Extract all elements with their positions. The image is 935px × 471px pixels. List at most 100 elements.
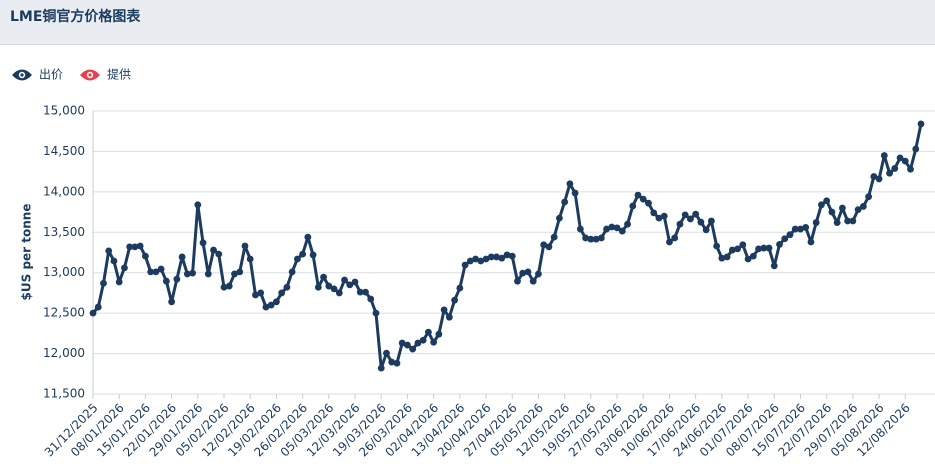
price-point[interactable] bbox=[126, 243, 134, 251]
price-point[interactable] bbox=[194, 201, 202, 209]
price-point[interactable] bbox=[309, 251, 317, 259]
price-point[interactable] bbox=[152, 268, 160, 276]
price-point[interactable] bbox=[388, 358, 396, 366]
price-point[interactable] bbox=[414, 339, 422, 347]
price-point[interactable] bbox=[655, 214, 663, 222]
price-point[interactable] bbox=[162, 277, 170, 285]
price-point[interactable] bbox=[393, 359, 401, 367]
price-point[interactable] bbox=[687, 215, 694, 223]
price-point[interactable] bbox=[241, 242, 249, 250]
price-point[interactable] bbox=[844, 217, 852, 225]
price-point[interactable] bbox=[739, 241, 747, 249]
price-point[interactable] bbox=[383, 349, 390, 357]
price-point[interactable] bbox=[859, 203, 867, 210]
price-point[interactable] bbox=[404, 341, 411, 349]
price-point[interactable] bbox=[666, 238, 673, 246]
price-point[interactable] bbox=[262, 303, 270, 311]
price-point[interactable] bbox=[346, 281, 354, 289]
price-point[interactable] bbox=[912, 145, 920, 153]
price-point[interactable] bbox=[907, 165, 914, 173]
price-point[interactable] bbox=[142, 252, 149, 260]
price-point[interactable] bbox=[424, 328, 432, 336]
price-point[interactable] bbox=[891, 165, 899, 172]
price-point[interactable] bbox=[566, 180, 574, 188]
price-point[interactable] bbox=[252, 291, 259, 299]
price-point[interactable] bbox=[94, 303, 102, 311]
price-point[interactable] bbox=[273, 298, 280, 306]
price-point[interactable] bbox=[493, 253, 500, 261]
price-point[interactable] bbox=[178, 253, 186, 261]
price-point[interactable] bbox=[131, 243, 139, 251]
price-point[interactable] bbox=[157, 265, 165, 273]
price-point[interactable] bbox=[650, 209, 658, 217]
price-point[interactable] bbox=[503, 251, 511, 259]
price-point[interactable] bbox=[372, 309, 380, 317]
price-point[interactable] bbox=[535, 270, 542, 278]
price-point[interactable] bbox=[105, 247, 113, 255]
price-point[interactable] bbox=[728, 246, 736, 254]
price-point[interactable] bbox=[283, 283, 291, 291]
price-point[interactable] bbox=[854, 206, 862, 214]
price-point[interactable] bbox=[430, 338, 438, 346]
price-point[interactable] bbox=[582, 234, 590, 242]
price-point[interactable] bbox=[608, 223, 616, 231]
price-point[interactable] bbox=[299, 250, 307, 258]
price-point[interactable] bbox=[498, 254, 506, 262]
price-point[interactable] bbox=[645, 199, 652, 207]
price-point[interactable] bbox=[351, 278, 359, 286]
price-point[interactable] bbox=[409, 345, 417, 353]
price-point[interactable] bbox=[519, 269, 527, 277]
price-point[interactable] bbox=[398, 339, 406, 347]
price-point[interactable] bbox=[419, 336, 427, 344]
price-point[interactable] bbox=[451, 296, 458, 304]
price-point[interactable] bbox=[320, 273, 327, 281]
price-point[interactable] bbox=[603, 225, 610, 233]
price-point[interactable] bbox=[210, 246, 217, 254]
price-point[interactable] bbox=[681, 211, 689, 219]
price-point[interactable] bbox=[749, 252, 757, 260]
price-point[interactable] bbox=[776, 241, 783, 248]
price-point[interactable] bbox=[514, 277, 521, 285]
price-point[interactable] bbox=[760, 244, 768, 252]
price-point[interactable] bbox=[304, 233, 312, 241]
price-point[interactable] bbox=[440, 306, 448, 314]
price-point[interactable] bbox=[634, 191, 642, 199]
price-point[interactable] bbox=[880, 152, 888, 159]
price-point[interactable] bbox=[676, 220, 684, 228]
price-point[interactable] bbox=[571, 189, 579, 197]
price-point[interactable] bbox=[110, 257, 118, 265]
price-point[interactable] bbox=[875, 175, 883, 183]
price-point[interactable] bbox=[367, 295, 375, 303]
price-point[interactable] bbox=[356, 288, 364, 296]
price-point[interactable] bbox=[660, 212, 668, 220]
price-point[interactable] bbox=[765, 244, 773, 252]
price-point[interactable] bbox=[545, 243, 553, 251]
price-point[interactable] bbox=[917, 120, 925, 128]
price-point[interactable] bbox=[556, 214, 563, 222]
price-point[interactable] bbox=[639, 195, 647, 203]
price-point[interactable] bbox=[508, 252, 516, 260]
price-point[interactable] bbox=[293, 255, 301, 263]
price-point[interactable] bbox=[288, 268, 296, 276]
price-point[interactable] bbox=[199, 239, 207, 247]
price-point[interactable] bbox=[702, 226, 710, 234]
price-point[interactable] bbox=[561, 198, 569, 206]
price-point[interactable] bbox=[482, 255, 490, 263]
price-point[interactable] bbox=[267, 301, 275, 309]
price-point[interactable] bbox=[314, 283, 322, 291]
price-point[interactable] bbox=[671, 234, 679, 242]
price-point[interactable] bbox=[330, 285, 338, 293]
price-point[interactable] bbox=[466, 257, 474, 265]
legend-item[interactable]: 提供 bbox=[80, 67, 131, 82]
price-point[interactable] bbox=[362, 288, 369, 296]
price-point[interactable] bbox=[461, 261, 469, 269]
price-point[interactable] bbox=[341, 276, 348, 284]
price-point[interactable] bbox=[807, 238, 815, 246]
legend-item[interactable]: 出价 bbox=[12, 68, 63, 82]
price-point[interactable] bbox=[592, 235, 600, 243]
price-point[interactable] bbox=[121, 264, 128, 272]
price-point[interactable] bbox=[136, 242, 144, 250]
price-point[interactable] bbox=[246, 255, 254, 263]
price-point[interactable] bbox=[89, 309, 97, 317]
price-point[interactable] bbox=[828, 208, 836, 216]
